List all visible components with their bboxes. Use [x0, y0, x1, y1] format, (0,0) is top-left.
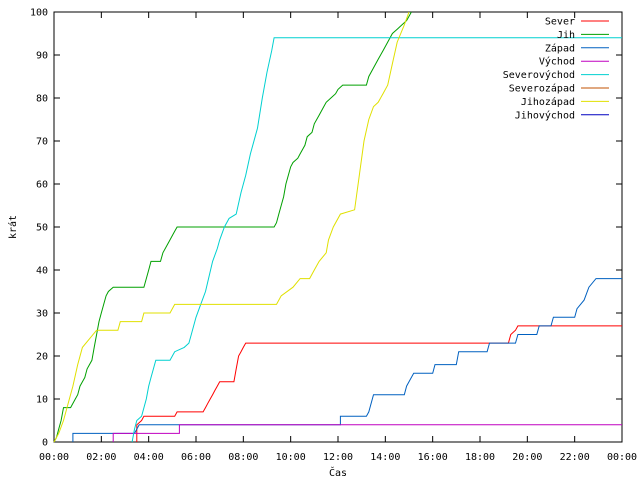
- x-tick-label: 14:00: [370, 452, 400, 463]
- y-axis-title: krát: [7, 215, 19, 239]
- x-tick-label: 18:00: [465, 452, 495, 463]
- x-tick-label: 10:00: [276, 452, 306, 463]
- series-line-severovychod: [131, 37, 622, 443]
- y-tick-label: 60: [36, 180, 48, 191]
- axis-ticks: 0 10 20 30 40 50 60 70 80 90 100 00:00 02:00 04:00 06:…: [30, 8, 637, 464]
- legend-label-jih: Jih: [557, 30, 575, 41]
- x-tick-label: 12:00: [323, 452, 353, 463]
- series-layer: [53, 11, 622, 443]
- legend-label-jihovychod: Jihovýchod: [515, 109, 575, 121]
- y-tick-label: 100: [30, 8, 48, 19]
- series-line-jih: [53, 11, 412, 443]
- series-line-jihozapad: [53, 11, 410, 443]
- x-tick-label: 20:00: [512, 452, 542, 463]
- x-tick-label: 22:00: [560, 452, 590, 463]
- y-tick-label: 10: [36, 395, 48, 406]
- x-tick-label: 00:00: [39, 452, 69, 463]
- x-axis-title: Čas: [329, 466, 347, 479]
- legend-label-vychod: Východ: [539, 56, 575, 68]
- x-tick-label: 06:00: [181, 452, 211, 463]
- x-tick-label: 00:00: [607, 452, 637, 463]
- y-tick-label: 30: [36, 309, 48, 320]
- y-tick-label: 50: [36, 223, 48, 234]
- y-tick-label: 90: [36, 51, 48, 62]
- x-tick-label: 16:00: [418, 452, 448, 463]
- legend-label-severozapad: Severozápad: [509, 83, 575, 95]
- legend-label-zapad: Západ: [545, 42, 575, 54]
- x-tick-label: 02:00: [86, 452, 116, 463]
- legend-label-sever: Sever: [545, 17, 575, 28]
- legend-label-severovychod: Severovýchod: [503, 69, 575, 81]
- y-tick-label: 40: [36, 266, 48, 277]
- legend-label-jihozapad: Jihozápad: [521, 96, 575, 108]
- y-tick-label: 20: [36, 352, 48, 363]
- series-line-vychod: [112, 424, 622, 442]
- x-tick-label: 08:00: [228, 452, 258, 463]
- series-line-zapad: [72, 278, 622, 442]
- x-tick-label: 04:00: [134, 452, 164, 463]
- y-tick-label: 80: [36, 94, 48, 105]
- y-tick-label: 70: [36, 137, 48, 148]
- y-tick-label: 0: [42, 438, 48, 449]
